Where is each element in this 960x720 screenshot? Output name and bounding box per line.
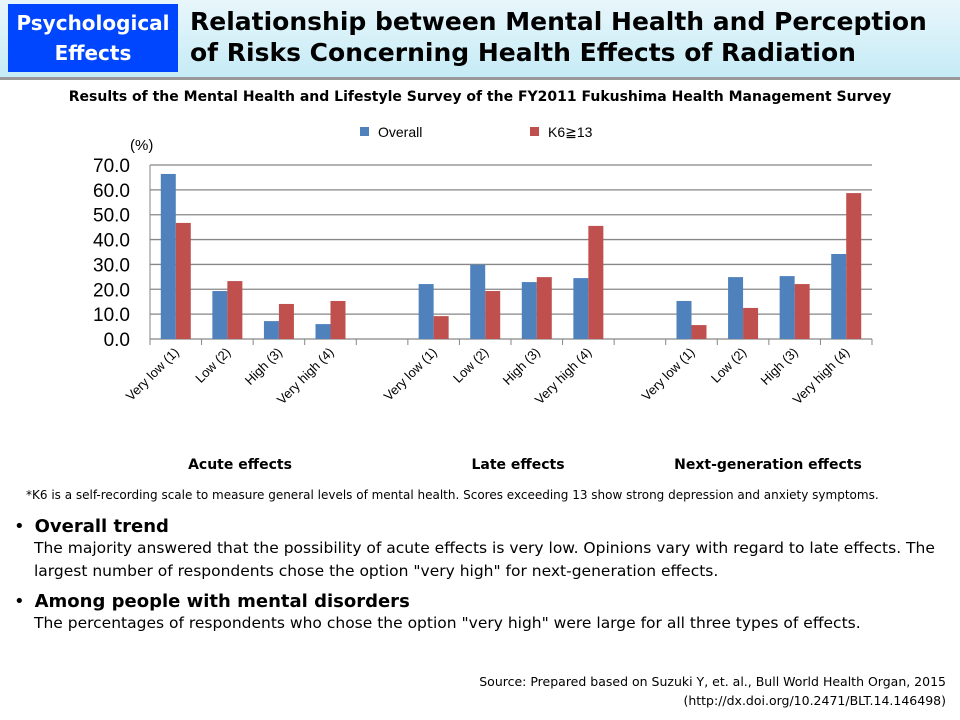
bar-k6: [794, 284, 810, 339]
x-tick-label: Very low (1): [123, 345, 182, 404]
y-tick-label: 60.0: [93, 181, 130, 202]
y-tick-label: 30.0: [93, 255, 130, 276]
bar-overall: [573, 278, 589, 339]
y-tick-label: 40.0: [93, 231, 130, 252]
group-label: Next-generation effects: [674, 457, 862, 473]
legend-swatch: [530, 127, 539, 136]
source-line: Source: Prepared based on Suzuki Y, et. …: [479, 674, 946, 689]
source-doi: (http://dx.doi.org/10.2471/BLT.14.146498…: [683, 693, 946, 708]
header: Psychological Effects Relationship betwe…: [0, 0, 960, 80]
bar-overall: [160, 173, 176, 339]
y-tick-label: 70.0: [93, 156, 130, 177]
bar-k6: [433, 316, 449, 339]
bar-chart: 0.0 10.0 20.0 30.0 40.0 50.0 60.0 70.0(%) Overal…: [93, 124, 873, 473]
bar-k6: [278, 303, 294, 339]
y-tick-label: 0.0: [104, 330, 130, 351]
bar-overall: [728, 277, 744, 339]
bar-overall: [831, 253, 847, 339]
bar-k6: [846, 193, 862, 339]
group-label: Late effects: [471, 457, 564, 473]
legend-label: K6≧13: [548, 124, 593, 140]
x-tick-label: Very low (1): [381, 345, 440, 404]
bar-overall: [470, 264, 486, 339]
bar-k6: [485, 291, 501, 339]
bullet-heading: Overall trend: [14, 516, 944, 537]
bar-overall: [676, 300, 692, 339]
page-title: Relationship between Mental Health and P…: [190, 7, 927, 67]
bullet-heading: Among people with mental disorders: [14, 591, 944, 612]
section-badge: Psychological Effects: [8, 4, 178, 72]
bar-overall: [521, 282, 537, 339]
x-tick-label: Low (2): [450, 345, 491, 386]
bar-overall: [779, 276, 795, 339]
legend-label: Overall: [378, 124, 422, 140]
bullet-text: The majority answered that the possibili…: [34, 539, 935, 580]
x-tick-label: Low (2): [192, 345, 233, 386]
legend-swatch: [360, 127, 369, 136]
bar-k6: [691, 325, 707, 339]
group-label: Acute effects: [188, 457, 292, 473]
chart-subtitle: Results of the Mental Health and Lifesty…: [68, 89, 892, 105]
footnote: *K6 is a self-recording scale to measure…: [26, 488, 879, 502]
x-tick-label: Very low (1): [638, 345, 697, 404]
bar-overall: [263, 321, 279, 339]
bar-k6: [588, 225, 604, 339]
y-tick-label: 50.0: [93, 206, 130, 227]
bar-overall: [315, 324, 331, 339]
x-tick-label: High (3): [242, 345, 285, 388]
y-tick-label: 20.0: [93, 280, 130, 301]
bar-k6: [175, 222, 191, 339]
bar-overall: [212, 291, 228, 339]
bullet-text: The percentages of respondents who chose…: [34, 614, 861, 632]
bullet-list: Overall trend The majority answered that…: [14, 510, 944, 635]
x-tick-label: High (3): [757, 345, 800, 388]
bar-k6: [536, 277, 552, 339]
bar-k6: [743, 307, 759, 339]
bar-overall: [418, 284, 434, 339]
x-tick-label: Low (2): [708, 345, 749, 386]
y-tick-label: 10.0: [93, 305, 130, 326]
bar-k6: [227, 281, 243, 339]
source: Source: Prepared based on Suzuki Y, et. …: [479, 672, 946, 710]
x-tick-label: High (3): [500, 345, 543, 388]
bar-k6: [330, 300, 346, 339]
y-axis-label: (%): [130, 137, 153, 154]
